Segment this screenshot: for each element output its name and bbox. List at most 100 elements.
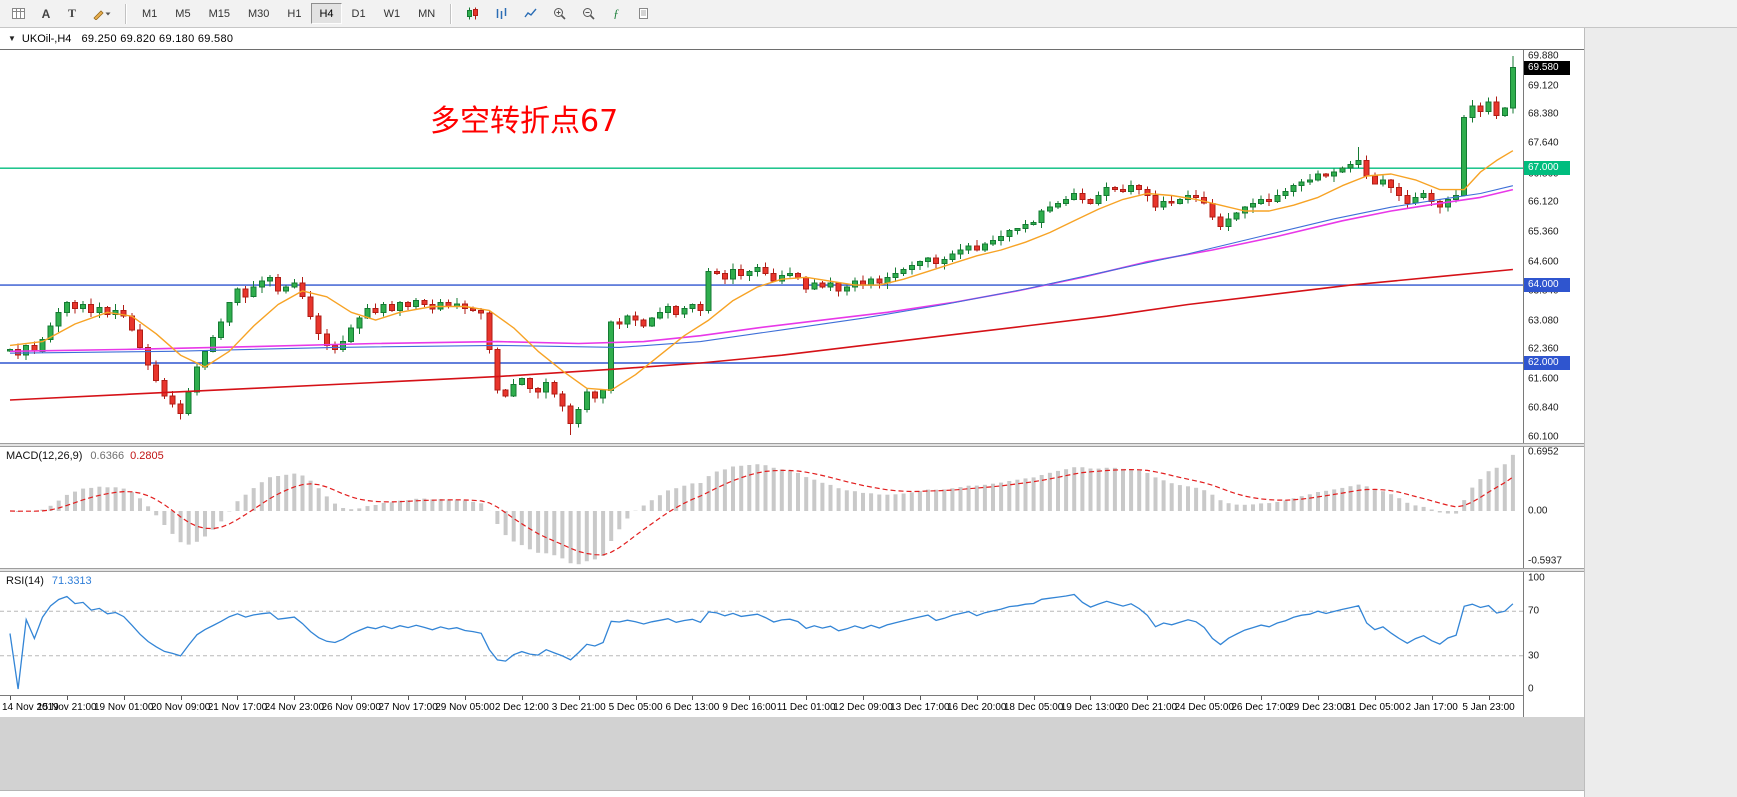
candle-body — [502, 389, 509, 397]
candle-body — [1152, 195, 1159, 208]
candle-body — [998, 235, 1005, 241]
candle-body — [1233, 212, 1240, 220]
draw-tools-icon[interactable] — [86, 3, 118, 24]
candle-body — [299, 282, 306, 298]
time-axis[interactable]: 14 Nov 2019 15 Nov 21:00 19 Nov 01:00 20 No… — [0, 695, 1523, 717]
time-axis-label: 20 Dec 21:00 — [1117, 702, 1178, 713]
candle-body — [323, 333, 330, 346]
candle-body — [1323, 173, 1330, 177]
price-chart-panel[interactable] — [0, 50, 1523, 443]
macd-axis-label: 0.6952 — [1528, 446, 1559, 458]
timeframe-button-m15[interactable]: M15 — [208, 7, 230, 20]
candle-body — [291, 282, 298, 288]
candle-body — [535, 387, 542, 393]
candles-chart-icon[interactable] — [459, 3, 486, 24]
panel-splitter[interactable] — [0, 443, 1584, 447]
symb: UKOil-,H4 — [21, 32, 72, 45]
candle-body — [957, 249, 964, 255]
time-axis-label: 27 Nov 17:00 — [378, 702, 438, 713]
candle-body — [762, 267, 769, 274]
price-axis[interactable] — [1523, 28, 1584, 717]
time-tick — [123, 696, 125, 700]
candle-body — [600, 389, 607, 399]
zoom-out-icon[interactable] — [575, 3, 602, 24]
time-tick — [749, 696, 751, 700]
rsi-panel[interactable] — [0, 572, 1523, 695]
price-axis-label: 61.600 — [1528, 373, 1559, 385]
candle-body — [307, 296, 314, 317]
candle-body — [543, 382, 550, 393]
time-tick — [521, 696, 523, 700]
candle-body — [981, 243, 988, 251]
mid-ma-magenta — [9, 188, 1514, 353]
timeframe-button-d1[interactable]: D1 — [351, 7, 366, 20]
time-tick — [294, 696, 296, 700]
line-chart-icon[interactable] — [517, 3, 544, 24]
macd-label: MACD(12,26,9) 0.6366 0.2805 — [6, 450, 164, 462]
candle-body — [908, 265, 915, 271]
bar-chart-icon[interactable] — [488, 3, 515, 24]
candle-body — [161, 380, 168, 397]
price-axis-label: 64.600 — [1528, 256, 1559, 268]
time-axis-label: 12 Dec 09:00 — [833, 702, 893, 713]
text-tool-icon[interactable]: T — [67, 6, 76, 20]
candle-body — [640, 319, 647, 327]
candle-body — [1046, 206, 1053, 212]
candle-body — [185, 391, 192, 415]
candle-body — [656, 311, 663, 319]
candle-body — [275, 276, 282, 292]
candle-body — [1485, 101, 1492, 113]
candle-body — [900, 269, 907, 274]
candle-body — [665, 306, 671, 313]
chart-dropdown-icon[interactable]: ▼ — [8, 34, 16, 43]
candle-body — [104, 307, 111, 315]
cursor-a-icon[interactable]: A — [41, 6, 51, 21]
candle-body — [721, 272, 728, 280]
panel-splitter[interactable] — [0, 568, 1584, 572]
grid-icon[interactable] — [5, 3, 32, 24]
toolbar: A T M1 M5 M15 M30 H1 H4 D1 W1 MN ƒ — [0, 0, 1737, 28]
time-tick — [1033, 696, 1035, 700]
candle-body — [1095, 195, 1102, 204]
time-axis-label: 24 Dec 05:00 — [1174, 702, 1234, 713]
zoom-in-icon[interactable] — [546, 3, 573, 24]
timeframe-button-h1[interactable]: H1 — [287, 7, 302, 20]
candle-body — [55, 311, 62, 327]
timeframe-button-m1[interactable]: M1 — [142, 7, 158, 20]
right-filler — [1584, 28, 1737, 797]
time-tick — [1090, 696, 1092, 700]
candle-body — [210, 337, 217, 352]
time-tick — [806, 696, 808, 700]
rsi-axis-label: 70 — [1528, 605, 1540, 617]
timeframe-button-w1[interactable]: W1 — [383, 7, 401, 20]
macd-signal-value: 0.2805 — [130, 450, 164, 462]
candle-body — [193, 366, 200, 393]
candle-body — [1380, 179, 1386, 185]
candle-body — [851, 280, 858, 288]
timeframe-button-mn[interactable]: MN — [418, 7, 436, 20]
time-axis-label: 29 Nov 05:00 — [435, 702, 495, 713]
mid-ma-blue — [9, 185, 1514, 354]
time-axis-label: 31 Dec 05:00 — [1345, 702, 1405, 713]
time-axis-label: 24 Nov 23:00 — [264, 702, 325, 713]
macd-panel[interactable] — [0, 447, 1523, 568]
candle-body — [713, 270, 720, 274]
candle-body — [868, 278, 875, 286]
time-tick — [66, 696, 68, 700]
candle-body — [559, 393, 566, 407]
indicators-icon[interactable]: ƒ — [613, 6, 620, 20]
macd-title: MACD(12,26,9) — [6, 450, 83, 462]
chart-annotation[interactable]: 多空转折点67 — [430, 104, 619, 139]
time-tick — [1147, 696, 1149, 700]
candle-body — [494, 348, 501, 391]
candle-body — [916, 261, 923, 267]
candle-body — [1501, 107, 1508, 117]
timeframe-button-m30[interactable]: M30 — [247, 7, 270, 20]
candle-body — [1428, 193, 1435, 202]
candle-body — [372, 307, 379, 313]
timeframe-button-h4[interactable]: H4 — [311, 3, 342, 24]
candle-body — [526, 378, 533, 389]
macd-signal-line — [9, 468, 1514, 556]
templates-icon[interactable] — [630, 3, 657, 24]
timeframe-button-m5[interactable]: M5 — [175, 7, 191, 20]
